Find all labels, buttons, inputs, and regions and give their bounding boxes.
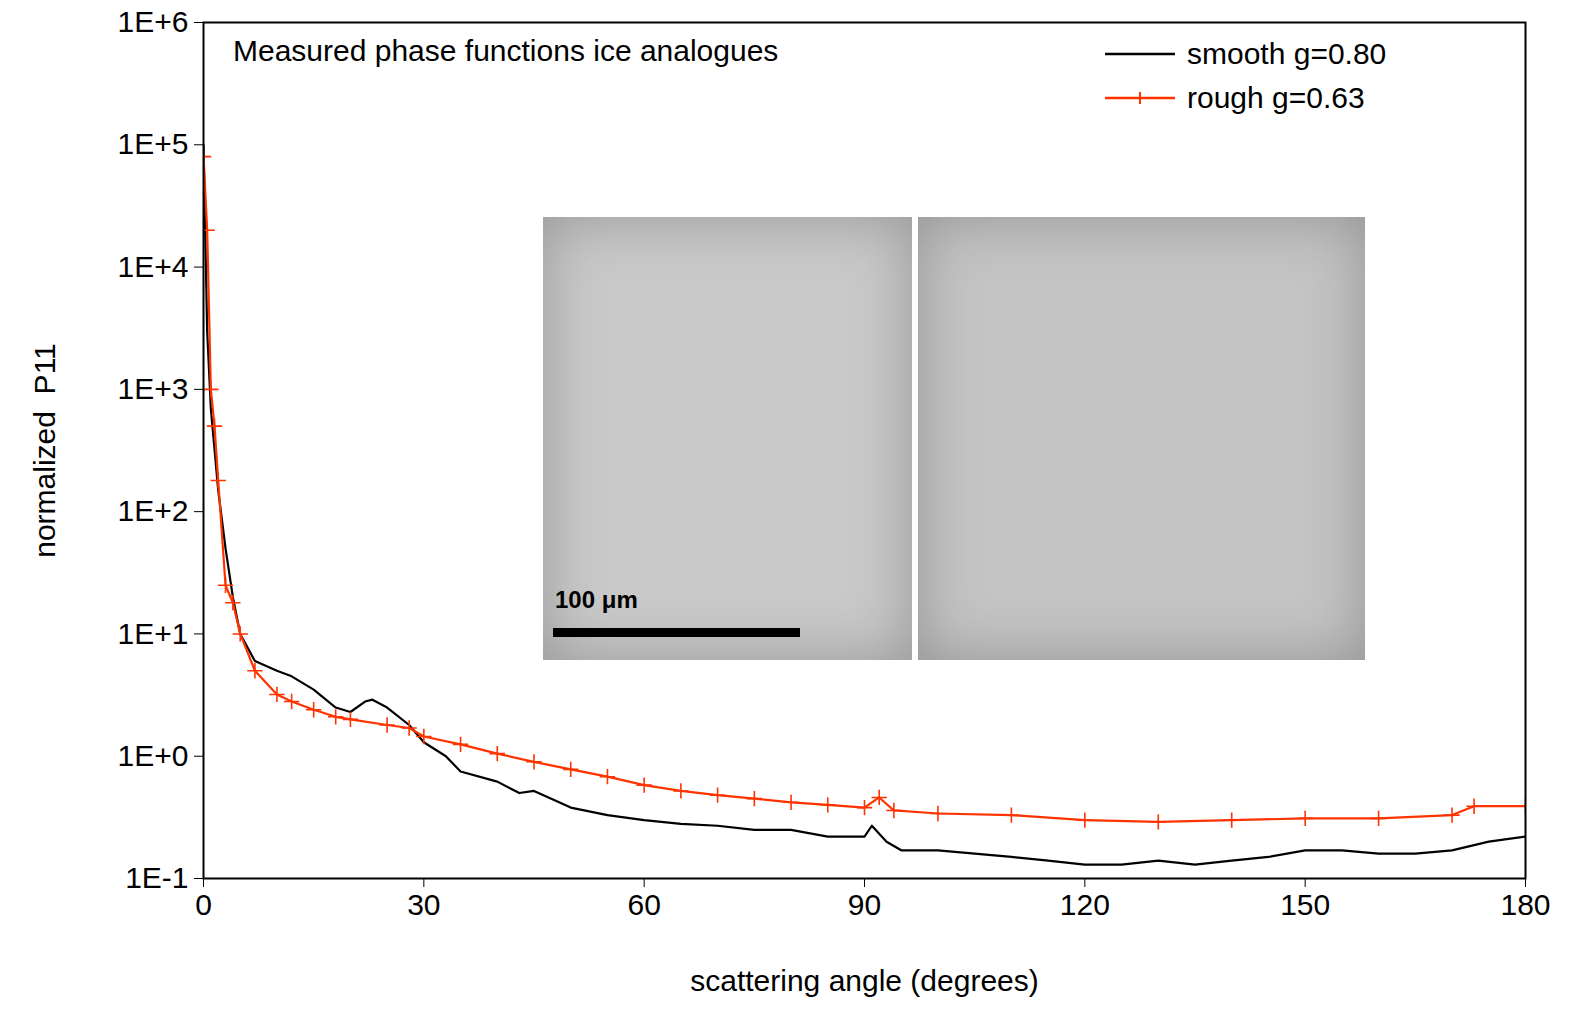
html-text:Measured phase functions ice a: Measured phase functions ice analogues <box>233 34 779 67</box>
svg-text:90: 90 <box>848 888 881 921</box>
svg-text:180: 180 <box>1500 888 1550 921</box>
html-text:smooth g=0.80: smooth g=0.80 <box>1187 37 1387 70</box>
svg-text:normalized P11: normalized P11 <box>28 343 61 558</box>
html-text:100 μm: 100 μm <box>555 586 638 613</box>
svg-text:60: 60 <box>627 888 660 921</box>
svg-text:30: 30 <box>407 888 440 921</box>
svg-text:1E-1: 1E-1 <box>125 861 188 894</box>
svg-text:1E+6: 1E+6 <box>118 5 189 38</box>
svg-text:120: 120 <box>1060 888 1110 921</box>
svg-text:1E+1: 1E+1 <box>118 617 189 650</box>
svg-text:1E+3: 1E+3 <box>118 372 189 405</box>
svg-text:1E+4: 1E+4 <box>118 250 189 283</box>
svg-text:scattering angle (degrees): scattering angle (degrees) <box>690 964 1039 997</box>
svg-text:150: 150 <box>1280 888 1330 921</box>
svg-text:1E+0: 1E+0 <box>118 739 189 772</box>
svg-text:1E+2: 1E+2 <box>118 494 189 527</box>
svg-text:1E+5: 1E+5 <box>118 127 189 160</box>
html-text:rough g=0.63: rough g=0.63 <box>1187 81 1365 114</box>
svg-text:0: 0 <box>195 888 212 921</box>
